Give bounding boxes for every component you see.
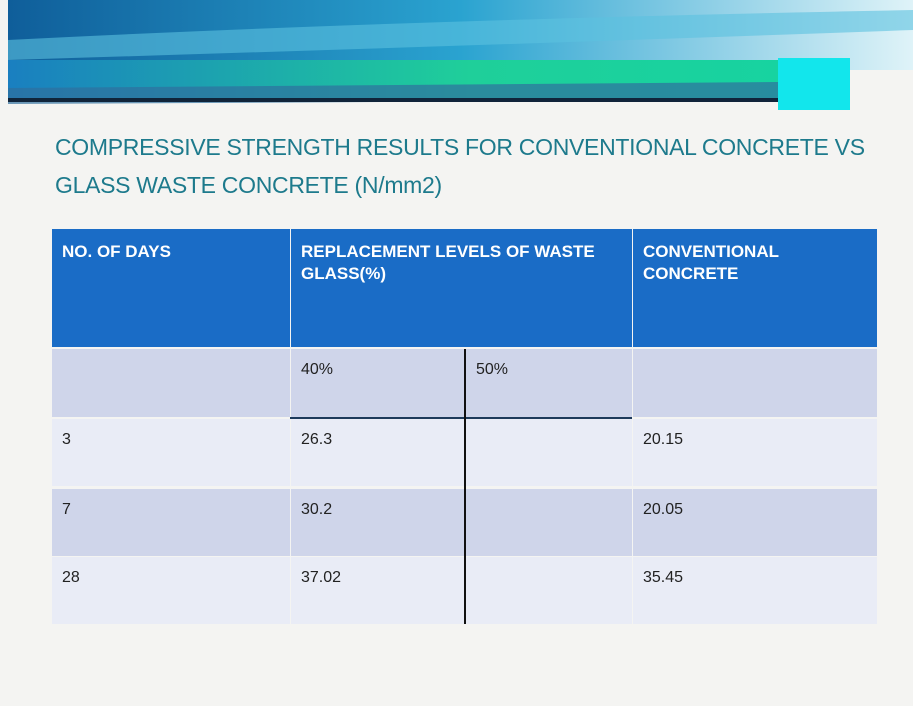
cell: 35.45 <box>633 557 877 624</box>
divider <box>290 417 632 419</box>
cell <box>52 349 290 417</box>
banner <box>0 0 913 112</box>
cell: 30.2 <box>291 489 465 556</box>
slide-title: COMPRESSIVE STRENGTH RESULTS FOR CONVENT… <box>55 128 875 204</box>
cell: 20.05 <box>633 489 877 556</box>
cell: 20.15 <box>633 419 877 486</box>
header-cell: NO. OF DAYS <box>52 229 290 347</box>
cell: 7 <box>52 489 290 556</box>
cell: 28 <box>52 557 290 624</box>
slide: {"title": "COMPRESSIVE STRENGTH RESULTS … <box>0 0 913 706</box>
cell: 37.02 <box>291 557 465 624</box>
cell <box>466 489 632 556</box>
cell <box>466 419 632 486</box>
cell: 3 <box>52 419 290 486</box>
header-cell: CONVENTIONAL CONCRETE <box>633 229 877 347</box>
cell <box>633 349 877 417</box>
subheader-cell: 40% <box>291 349 465 417</box>
divider <box>464 349 466 624</box>
header-cell: REPLACEMENT LEVELS OF WASTE GLASS(%) <box>291 229 632 347</box>
cell <box>466 557 632 624</box>
cell: 26.3 <box>291 419 465 486</box>
subheader-cell: 50% <box>466 349 632 417</box>
